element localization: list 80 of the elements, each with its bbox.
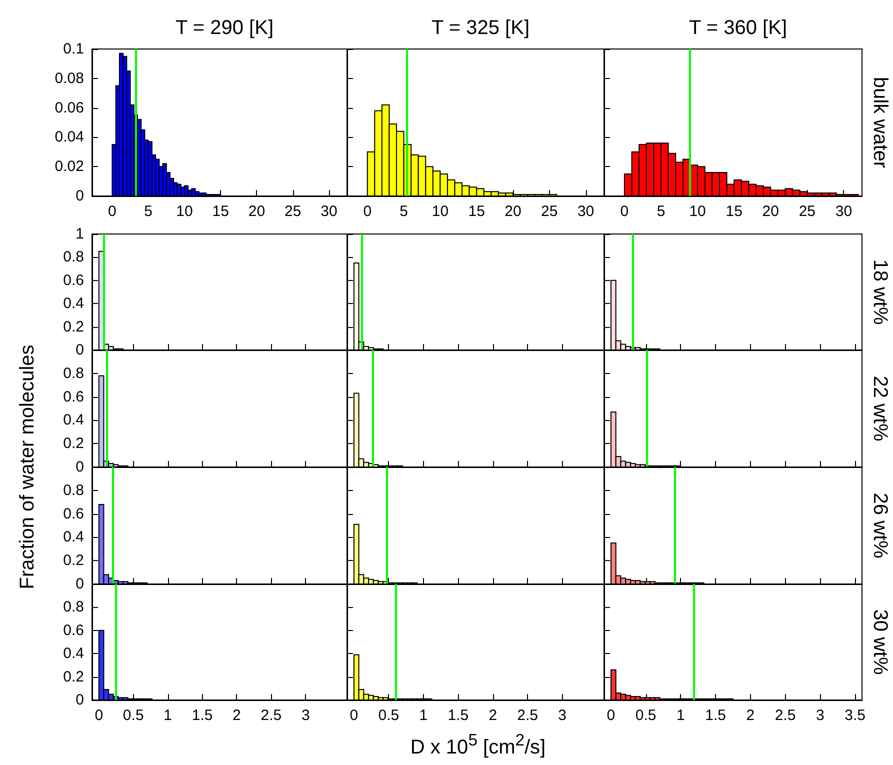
y-tick-label: 0.4	[63, 645, 84, 662]
x-tick-label: 2	[746, 707, 755, 724]
y2-axis-title: 30 wt%	[869, 609, 891, 676]
x-tick-label: 2.5	[517, 707, 538, 724]
y-tick-label: 0.2	[63, 435, 84, 452]
x-tick-label: 2.5	[260, 707, 282, 724]
y-tick-label: 0	[76, 576, 84, 592]
x-tick-label: 0	[108, 203, 116, 220]
y-tick-label: 0.6	[63, 272, 84, 289]
y-tick-label: 0.8	[63, 364, 84, 382]
y-tick-label: 0.6	[63, 388, 84, 406]
y-tick-label: 0.6	[63, 505, 84, 522]
y2-axis-title: 26 wt%	[869, 492, 891, 559]
y-tick-label: 0.2	[63, 318, 84, 336]
y2-axis-title: 22 wt%	[869, 376, 891, 442]
x-tick-label: 20	[504, 203, 522, 220]
y2-axis-title: bulk water	[869, 76, 891, 168]
x-tick-label: 1	[419, 707, 428, 724]
x-tick-label: 5	[400, 203, 408, 220]
y-axis-title: Fraction of water molecules	[16, 344, 40, 590]
x-tick-label: 0.5	[122, 707, 144, 724]
x-tick-label: 0.5	[378, 707, 400, 724]
x-tick-label: 5	[656, 203, 666, 220]
x-tick-label: 3	[816, 707, 824, 724]
x-tick-label: 1.5	[705, 707, 726, 724]
x-tick-label: 2	[488, 707, 498, 724]
x-tick-label: 2.5	[774, 707, 796, 724]
x-tick-label: 0	[620, 203, 629, 220]
x-tick-label: 25	[541, 203, 558, 220]
y-tick-label: 0.4	[63, 295, 84, 312]
x-axis-title: D x 10$^{5}$ [cm$^{2}$/s]	[410, 730, 546, 760]
x-tick-label: 0.5	[635, 707, 656, 724]
x-tick-label: 10	[689, 203, 706, 220]
x-tick-label: 3	[301, 707, 310, 724]
y-tick-label: 0.8	[63, 248, 84, 266]
x-tick-label: 0	[350, 707, 358, 724]
y-tick-label: 0.4	[63, 528, 84, 546]
x-tick-label: 15	[212, 203, 229, 220]
y-tick-label: 0	[76, 342, 84, 358]
x-tick-label: 20	[248, 203, 266, 220]
y-tick-label: 0	[76, 692, 84, 708]
x-tick-label: 20	[762, 203, 779, 220]
x-tick-label: 1.5	[448, 707, 469, 724]
x-tick-label: 15	[468, 203, 485, 220]
y2-axis-title: 18 wt%	[869, 259, 891, 326]
x-tick-label: 1	[676, 707, 685, 724]
y-tick-label: 0.02	[54, 158, 84, 176]
y-tick-label: 0	[76, 458, 84, 476]
chart-title: T = 325 [K]	[431, 17, 530, 39]
y-tick-label: 0.4	[63, 412, 84, 429]
x-tick-label: 2	[232, 707, 241, 724]
x-tick-label: 30	[320, 203, 338, 220]
x-tick-label: 30	[577, 203, 594, 220]
x-tick-label: 0	[363, 203, 372, 220]
x-tick-label: 5	[144, 203, 153, 220]
x-tick-label: 1	[164, 707, 172, 724]
x-tick-label: 10	[432, 203, 449, 220]
x-tick-label: 3	[558, 707, 566, 724]
chart-title: T = 290 [K]	[175, 17, 274, 39]
y-tick-label: 0.6	[63, 622, 84, 639]
x-tick-label: 15	[726, 203, 742, 220]
y-tick-label: 0.2	[63, 552, 84, 570]
y-tick-label: 0.08	[54, 70, 84, 87]
x-tick-label: 1.5	[192, 707, 213, 724]
y-tick-label: 0.8	[63, 482, 84, 499]
x-tick-label: 25	[798, 203, 816, 220]
y-tick-label: 0.04	[54, 128, 84, 146]
x-tick-label: 3.5	[844, 707, 866, 724]
y-tick-label: 0	[76, 188, 84, 204]
y-tick-label: 0.8	[63, 598, 84, 616]
x-tick-label: 0	[94, 707, 104, 724]
y-tick-label: 1	[76, 226, 84, 242]
chart-title: T = 360 [K]	[688, 17, 788, 39]
x-tick-label: 0	[606, 707, 616, 724]
x-tick-label: 10	[176, 203, 193, 220]
x-tick-label: 30	[835, 203, 852, 220]
x-tick-label: 25	[284, 203, 302, 220]
y-tick-label: 0.2	[63, 668, 84, 686]
y-tick-label: 0.06	[54, 99, 84, 116]
y-tick-label: 0.1	[63, 40, 84, 58]
